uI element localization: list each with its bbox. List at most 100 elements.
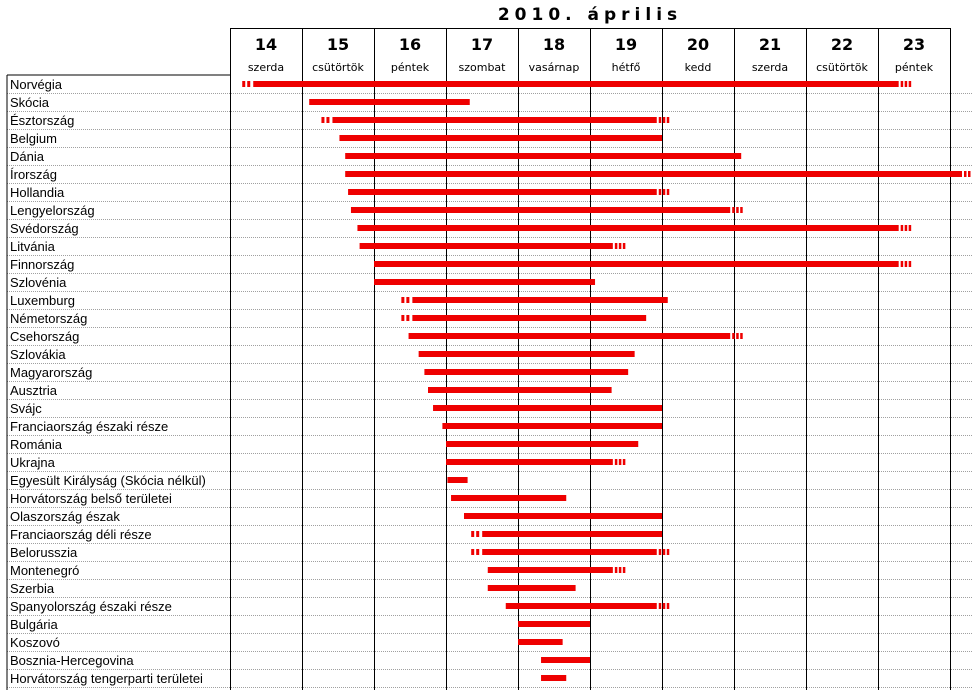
bar-dash-end [666,603,670,609]
closure-bar [428,387,612,393]
bar-dash-end [908,225,912,231]
bar-solid [350,207,731,213]
country-label: Koszovó [10,635,60,650]
bar-solid [446,441,639,447]
closure-bar [374,279,596,285]
country-label: Montenegró [10,563,79,578]
bar-solid [428,387,612,393]
country-label: Ukrajna [10,455,56,470]
bar-dash-start [247,81,251,87]
closure-bars [242,81,971,681]
bar-dash-end [614,567,618,573]
bar-solid [408,333,731,339]
bar-solid [359,243,613,249]
closure-bar [442,423,662,429]
day-name: csütörtök [312,61,364,74]
closure-bar [451,495,567,501]
bar-dash-start [406,315,410,321]
bar-dash-end [666,189,670,195]
bar-dash-start [321,117,325,123]
country-label: Skócia [10,95,50,110]
country-label: Bulgária [10,617,58,632]
closure-bar [357,225,912,231]
day-name: csütörtök [816,61,868,74]
closure-bar [518,621,590,627]
bar-dash-start [401,315,405,321]
bar-dash-end [618,567,622,573]
country-labels: Norvégia Skócia Észtország Belgium Dánia Íror… [10,77,206,686]
bar-solid [309,99,470,105]
bar-dash-end [614,243,618,249]
bar-dash-end [900,81,904,87]
day-number: 18 [543,35,565,54]
country-label: Luxemburg [10,293,75,308]
bar-dash-end [622,243,626,249]
bar-dash-end [964,171,967,177]
country-label: Belgium [10,131,57,146]
closure-bar [401,315,647,321]
closure-bar [471,549,670,555]
bar-solid [451,495,567,501]
closure-bar [321,117,670,123]
closure-bar [541,657,590,663]
bar-dash-end [900,261,904,267]
day-name: hétfő [612,61,641,74]
country-label: Szerbia [10,581,55,596]
country-label: Hollandia [10,185,65,200]
bar-dash-end [732,207,735,213]
bar-dash-end [658,603,662,609]
day-header: 14 szerda 15 csütörtök 16 péntek 17 szombat 18 va… [230,28,950,74]
bar-solid [446,459,613,465]
closure-bar [418,351,635,357]
bar-solid [412,315,647,321]
bar-dash-end [662,603,666,609]
day-number: 19 [615,35,637,54]
bar-dash-end [908,261,912,267]
closure-bar [339,135,662,141]
bar-solid [253,81,899,87]
closure-bar [242,81,912,87]
bar-solid [482,531,662,537]
bar-solid [442,423,662,429]
day-number: 14 [255,35,277,54]
closure-bar [348,189,670,195]
country-label: Bosznia-Hercegovina [10,653,134,668]
country-label: Magyarország [10,365,92,380]
bar-dash-start [401,297,405,303]
country-label: Észtország [10,113,74,128]
day-number: 16 [399,35,421,54]
bar-dash-end [904,225,908,231]
day-name: péntek [895,61,934,74]
bar-dash-end [740,333,743,339]
country-label: Románia [10,437,63,452]
bar-dash-end [658,189,662,195]
closure-bar [374,261,912,267]
country-label: Litvánia [10,239,56,254]
bar-dash-end [736,207,739,213]
bar-dash-start [471,549,475,555]
country-label: Svédország [10,221,79,236]
bar-solid [541,657,590,663]
bar-solid [487,567,613,573]
bar-solid [345,171,962,177]
closure-bar [359,243,626,249]
closure-bar [350,207,743,213]
bar-dash-end [658,117,662,123]
bar-solid [374,279,596,285]
day-number: 15 [327,35,349,54]
bar-solid [418,351,635,357]
bar-dash-end [968,171,971,177]
bar-dash-end [662,189,666,195]
bar-solid [345,153,742,159]
bar-dash-start [471,531,475,537]
day-number: 23 [903,35,925,54]
row-separators [7,93,973,688]
bar-dash-start [476,531,480,537]
bar-solid [332,117,657,123]
bar-dash-start [326,117,330,123]
bar-dash-end [618,459,622,465]
day-number: 20 [687,35,709,54]
day-gridlines [230,28,951,690]
country-label: Ausztria [10,383,58,398]
day-number: 21 [759,35,781,54]
